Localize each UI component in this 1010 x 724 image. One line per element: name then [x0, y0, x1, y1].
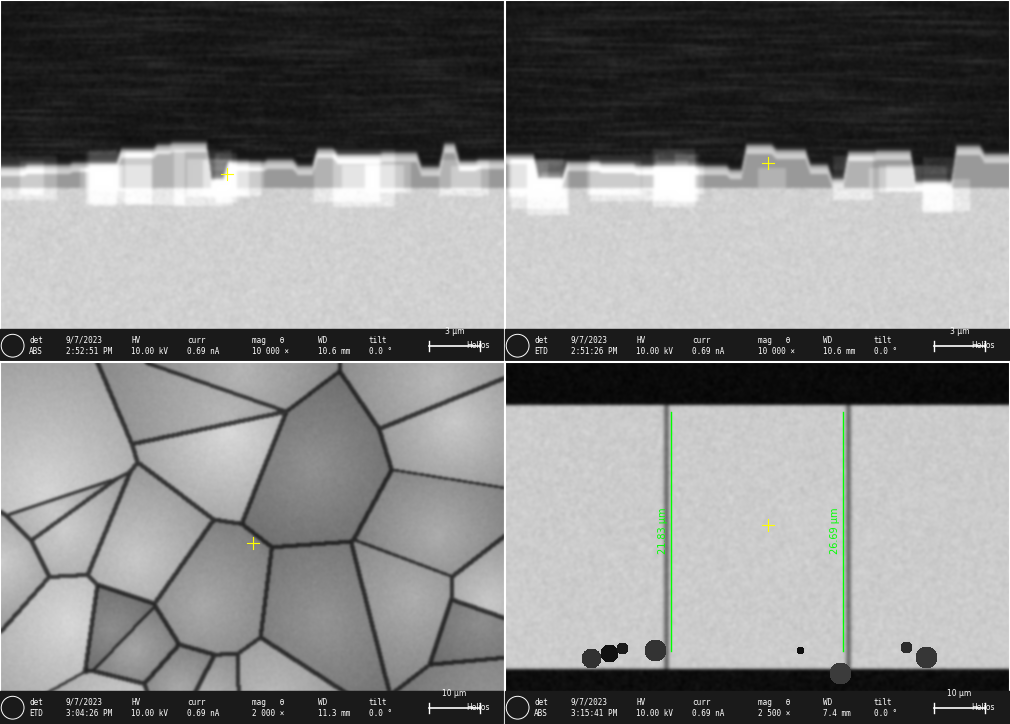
- Bar: [505, 329, 1010, 362]
- Text: curr
0.69 nA: curr 0.69 nA: [692, 698, 724, 717]
- Text: det
ABS: det ABS: [29, 336, 43, 355]
- Text: HV
10.00 kV: HV 10.00 kV: [636, 336, 674, 355]
- Text: det
ETD: det ETD: [29, 698, 43, 717]
- Text: Helios: Helios: [467, 341, 490, 350]
- Text: mag   θ
2 000 ×: mag θ 2 000 ×: [252, 698, 285, 717]
- Text: 3 μm: 3 μm: [949, 327, 970, 336]
- Text: HV
10.00 kV: HV 10.00 kV: [131, 336, 169, 355]
- Text: det
ABS: det ABS: [534, 698, 548, 717]
- Text: 9/7/2023
3:04:26 PM: 9/7/2023 3:04:26 PM: [66, 698, 112, 717]
- Text: tilt
0.0 °: tilt 0.0 °: [369, 698, 392, 717]
- Text: curr
0.69 nA: curr 0.69 nA: [187, 336, 219, 355]
- Bar: [0, 691, 505, 724]
- Text: HV
10.00 kV: HV 10.00 kV: [131, 698, 169, 717]
- Text: mag   θ
10 000 ×: mag θ 10 000 ×: [758, 336, 795, 355]
- Text: tilt
0.0 °: tilt 0.0 °: [369, 336, 392, 355]
- Text: 9/7/2023
2:51:26 PM: 9/7/2023 2:51:26 PM: [571, 336, 617, 355]
- Text: mag   θ
10 000 ×: mag θ 10 000 ×: [252, 336, 290, 355]
- Text: 10 μm: 10 μm: [442, 689, 467, 698]
- Text: 26.69 μm: 26.69 μm: [830, 508, 840, 555]
- Text: 9/7/2023
2:52:51 PM: 9/7/2023 2:52:51 PM: [66, 336, 112, 355]
- Text: WD
7.4 mm: WD 7.4 mm: [823, 698, 850, 717]
- Text: WD
10.6 mm: WD 10.6 mm: [823, 336, 855, 355]
- Text: tilt
0.0 °: tilt 0.0 °: [874, 698, 897, 717]
- Text: mag   θ
2 500 ×: mag θ 2 500 ×: [758, 698, 790, 717]
- Text: det
ETD: det ETD: [534, 336, 548, 355]
- Bar: [0, 329, 505, 362]
- Text: 3 μm: 3 μm: [444, 327, 465, 336]
- Text: Helios: Helios: [467, 703, 490, 712]
- Text: 9/7/2023
3:15:41 PM: 9/7/2023 3:15:41 PM: [571, 698, 617, 717]
- Text: WD
11.3 mm: WD 11.3 mm: [318, 698, 350, 717]
- Text: curr
0.69 nA: curr 0.69 nA: [187, 698, 219, 717]
- Text: Helios: Helios: [972, 703, 995, 712]
- Text: WD
10.6 mm: WD 10.6 mm: [318, 336, 350, 355]
- Text: 21.83 μm: 21.83 μm: [658, 508, 668, 555]
- Text: Helios: Helios: [972, 341, 995, 350]
- Text: tilt
0.0 °: tilt 0.0 °: [874, 336, 897, 355]
- Text: HV
10.00 kV: HV 10.00 kV: [636, 698, 674, 717]
- Text: curr
0.69 nA: curr 0.69 nA: [692, 336, 724, 355]
- Text: 10 μm: 10 μm: [947, 689, 972, 698]
- Bar: [505, 691, 1010, 724]
